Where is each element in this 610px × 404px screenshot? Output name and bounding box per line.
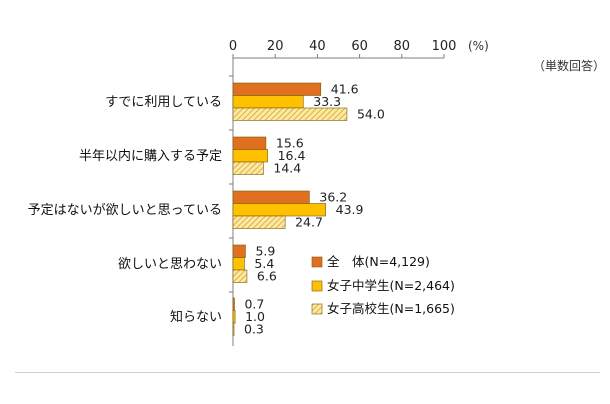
bar [232,310,236,324]
note-label: （単数回答） [533,58,605,73]
bar [232,107,348,121]
data-label: 36.2 [319,190,347,205]
category-label: 予定はないが欲しいと思っている [28,202,222,218]
bar [232,297,235,311]
data-label: 0.7 [244,297,264,312]
bar [232,82,322,96]
legend-swatch [311,303,323,315]
data-label: 41.6 [331,82,359,97]
x-tick-label: 100 [432,39,457,54]
category-label: 欲しいと思わない [118,256,222,272]
data-label: 54.0 [357,107,385,122]
data-label: 0.3 [244,322,264,337]
bar [232,95,304,109]
data-label: 15.6 [276,136,304,151]
data-label: 33.3 [313,94,341,109]
legend-label: 女子中学生(N=2,464) [327,278,455,293]
legend-label: 全 体(N=4,129) [327,254,430,269]
data-label: 6.6 [257,269,277,284]
bar [232,190,310,204]
category-label: 半年以内に購入する予定 [79,148,222,164]
frame-bottom-border [15,372,600,373]
data-label: 1.0 [245,309,265,324]
x-tick-label: 40 [309,39,326,54]
category-label: 知らない [170,309,222,325]
x-tick-label: 20 [267,39,284,54]
bar [232,244,246,258]
legend-label: 女子高校生(N=1,665) [327,301,455,316]
data-label: 16.4 [278,148,306,163]
bar [232,269,248,283]
bar [232,136,267,150]
legend-swatch [311,256,323,268]
bar [232,149,268,163]
data-label: 43.9 [336,202,364,217]
data-label: 5.9 [255,244,275,259]
bar [232,322,235,336]
legend-swatch [311,280,323,292]
bar [232,257,245,271]
bar [232,161,264,175]
x-tick-label: 80 [394,39,411,54]
data-label: 24.7 [295,215,323,230]
x-tick-label: 0 [229,39,237,54]
category-label: すでに利用している [105,95,222,110]
data-label: 14.4 [273,161,301,176]
data-label: 5.4 [254,256,274,271]
bar [232,215,286,229]
x-tick-label: 60 [351,39,368,54]
unit-label: (%) [468,39,489,53]
